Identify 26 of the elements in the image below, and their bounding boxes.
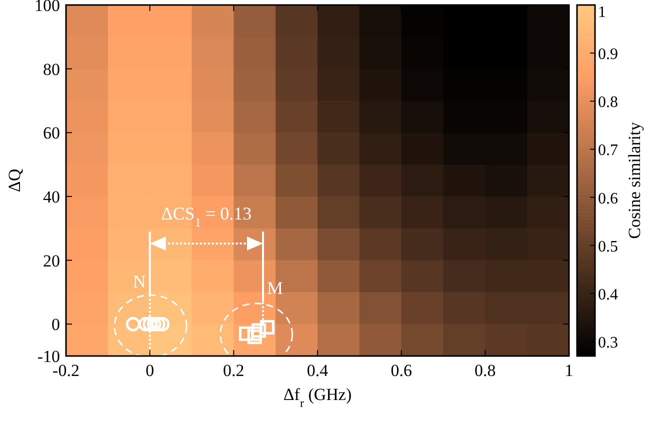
annotation: ΔCS$_{1}$ = 0.13	[161, 204, 252, 230]
y-tick-label: 60	[43, 124, 60, 143]
color-bar-label: 0.3	[598, 334, 618, 352]
color-bar-title: Cosine similarity	[625, 122, 644, 239]
x-tick-label: 0.2	[223, 361, 244, 380]
y-axis-title: ΔQ	[5, 168, 24, 192]
y-tick-label: 20	[43, 251, 60, 270]
color-bar-label: 0.9	[598, 46, 618, 64]
y-tick-label: 0	[52, 315, 60, 334]
y-tick-label: 40	[43, 187, 60, 206]
color-bar-label: 0.4	[598, 286, 618, 304]
color-bar-label: 0.5	[598, 238, 618, 256]
color-bar-label: 0.8	[598, 94, 618, 112]
x-tick-label: 0.6	[390, 361, 412, 380]
y-tick-label: 80	[43, 60, 60, 79]
y-tick-label: 100	[34, 0, 60, 15]
color-bar-label: 0.7	[598, 142, 618, 160]
color-bar-label: 1	[598, 4, 606, 21]
x-tick-label: 0.4	[306, 361, 329, 380]
x-axis-title: Δf$_{r}$ (GHz)	[283, 385, 352, 410]
x-tick-label: 1	[564, 361, 574, 380]
x-tick-label: 0.8	[474, 361, 496, 380]
x-tick-label: 0	[146, 361, 154, 380]
legend-label: N	[132, 271, 146, 292]
series-label: M	[267, 278, 284, 298]
color-bar-label: 0.6	[598, 190, 618, 208]
